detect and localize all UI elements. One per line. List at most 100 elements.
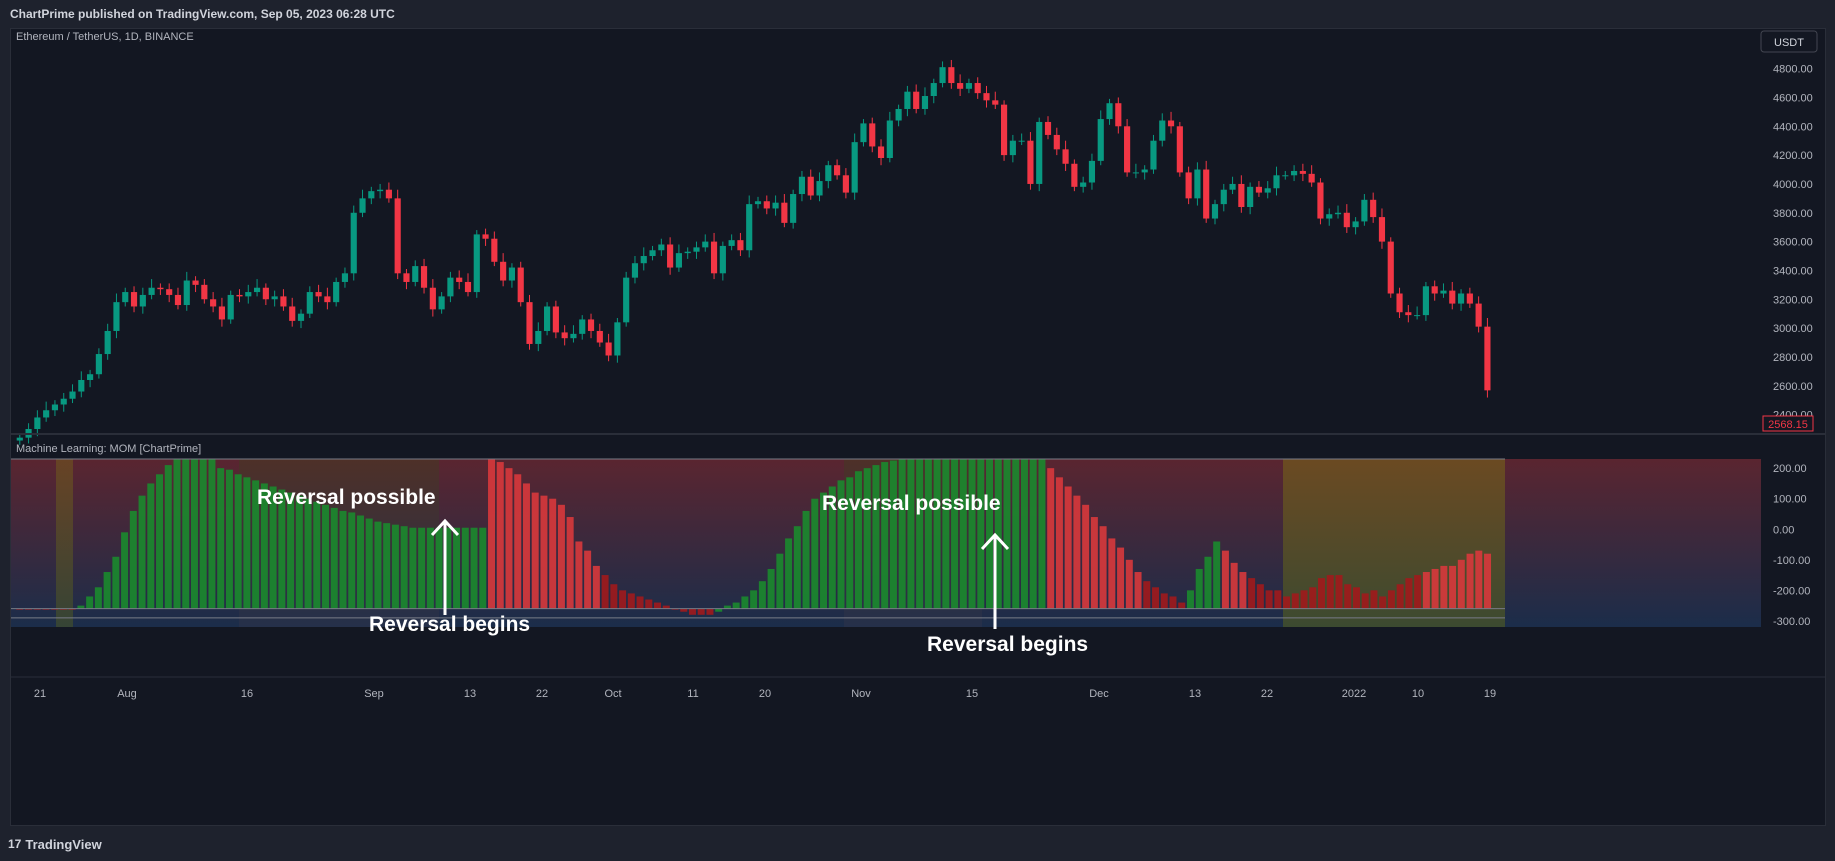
candle-body: [1000, 104, 1008, 156]
candle-body: [218, 306, 225, 320]
time-tick-label: 16: [241, 688, 253, 700]
price-pane[interactable]: Ethereum / TetherUS, 1D, BINANCE 4800.00…: [16, 30, 1818, 445]
candle-body: [1422, 286, 1429, 316]
oscillator-bar: [444, 527, 452, 609]
oscillator-bar: [199, 459, 207, 609]
oscillator-bar: [1134, 572, 1142, 609]
oscillator-bar: [627, 593, 635, 609]
oscillator-bar: [365, 518, 373, 609]
candle-body: [122, 292, 129, 303]
candle-body: [807, 176, 814, 196]
candle-body: [385, 189, 392, 199]
tradingview-footer[interactable]: 17 TradingView: [8, 834, 102, 854]
oscillator-axis[interactable]: 200.00 100.00 0.00 -100.00 -200.00 -300.00: [11, 458, 1810, 628]
oscillator-bar: [1283, 596, 1291, 609]
time-tick-label: Sep: [364, 688, 384, 700]
candle-body: [684, 251, 691, 254]
oscillator-bar: [566, 517, 574, 609]
candle-body: [930, 83, 937, 97]
candle-body: [95, 354, 102, 375]
oscillator-bar: [750, 590, 758, 609]
candle-body: [860, 123, 867, 143]
price-axis[interactable]: 4800.00 4600.00 4400.00 4200.00 4000.00 3800.…: [1773, 64, 1813, 422]
oscillator-bar: [260, 483, 268, 609]
price-tick-label: 3600.00: [1773, 237, 1813, 249]
time-tick-label: 21: [34, 688, 46, 700]
candles-group: [16, 59, 1491, 445]
oscillator-bar: [1003, 459, 1011, 609]
oscillator-bar: [820, 492, 828, 609]
candle-body: [297, 313, 305, 321]
candle-body: [1343, 212, 1350, 228]
oscillator-bar: [977, 459, 985, 609]
candle-body: [1291, 170, 1298, 176]
oscillator-bar: [837, 480, 845, 609]
oscillator-bar: [1073, 495, 1081, 609]
oscillator-bar: [828, 486, 836, 609]
candle-body: [1282, 175, 1289, 177]
oscillator-bar: [854, 471, 862, 609]
candle-body: [359, 198, 366, 213]
osc-tick-label: 200.00: [1773, 463, 1807, 475]
candle-body: [834, 165, 841, 176]
candle-body: [210, 299, 217, 307]
oscillator-bar: [1230, 562, 1238, 609]
reversal-begins-text: Reversal begins: [927, 633, 1088, 656]
candle-body: [350, 212, 357, 274]
oscillator-bar: [470, 527, 478, 609]
time-tick-label: 22: [536, 688, 548, 700]
oscillator-bar: [1379, 596, 1387, 609]
oscillator-bar: [409, 527, 417, 609]
price-tick-label: 2800.00: [1773, 352, 1813, 364]
oscillator-bar: [129, 510, 137, 609]
oscillator-bar: [811, 498, 819, 609]
oscillator-bar: [645, 599, 653, 609]
oscillator-bar: [138, 495, 146, 609]
candle-body: [1132, 172, 1139, 174]
oscillator-bar: [758, 581, 766, 609]
candle-body: [1009, 140, 1016, 156]
candle-body: [491, 238, 498, 262]
osc-tick-label: -200.00: [1773, 585, 1810, 597]
chart-canvas[interactable]: Ethereum / TetherUS, 1D, BINANCE 4800.00…: [11, 29, 1826, 826]
candle-body: [148, 287, 155, 295]
currency-button[interactable]: USDT: [1760, 30, 1818, 53]
candle-body: [640, 256, 647, 264]
osc-tick-label: -100.00: [1773, 555, 1810, 567]
candle-body: [1229, 183, 1236, 190]
time-axis[interactable]: 21 Aug 16 Sep 13 22 Oct 11 20 Nov 15 Dec 13 22 2022 10 1…: [34, 688, 1496, 700]
oscillator-bar: [767, 568, 775, 609]
price-tick-label: 3800.00: [1773, 208, 1813, 220]
oscillator-bar: [1099, 526, 1107, 609]
candle-body: [130, 292, 138, 307]
oscillator-bar: [1344, 584, 1352, 609]
candle-body: [1124, 126, 1131, 173]
oscillator-bar: [610, 584, 618, 609]
candle-body: [280, 296, 287, 307]
oscillator-bar: [234, 474, 242, 609]
oscillator-pane[interactable]: Machine Learning: MOM [ChartPrime] 200.0…: [11, 443, 1810, 656]
price-tick-label: 3400.00: [1773, 265, 1813, 277]
symbol-title: Ethereum / TetherUS, 1D, BINANCE: [16, 31, 194, 43]
oscillator-bar: [1352, 587, 1360, 609]
oscillator-bar: [374, 521, 382, 609]
candle-body: [1414, 315, 1421, 317]
up-arrow-icon: [980, 532, 1010, 551]
candle-body: [1396, 293, 1403, 313]
oscillator-bar: [549, 498, 557, 609]
candle-body: [87, 374, 94, 380]
oscillator-bar: [1012, 459, 1020, 609]
candle-body: [368, 191, 375, 199]
oscillator-bar: [400, 526, 408, 609]
oscillator-bar: [802, 510, 810, 609]
oscillator-bar: [94, 587, 102, 609]
candle-body: [227, 294, 234, 320]
candle-body: [1255, 186, 1263, 193]
oscillator-bar: [636, 596, 644, 609]
time-tick-label: 10: [1412, 688, 1424, 700]
candle-body: [1361, 199, 1368, 222]
oscillator-bar: [601, 575, 609, 609]
candle-body: [1317, 182, 1324, 219]
oscillator-bar: [723, 605, 731, 609]
oscillator-bar: [1090, 517, 1098, 609]
